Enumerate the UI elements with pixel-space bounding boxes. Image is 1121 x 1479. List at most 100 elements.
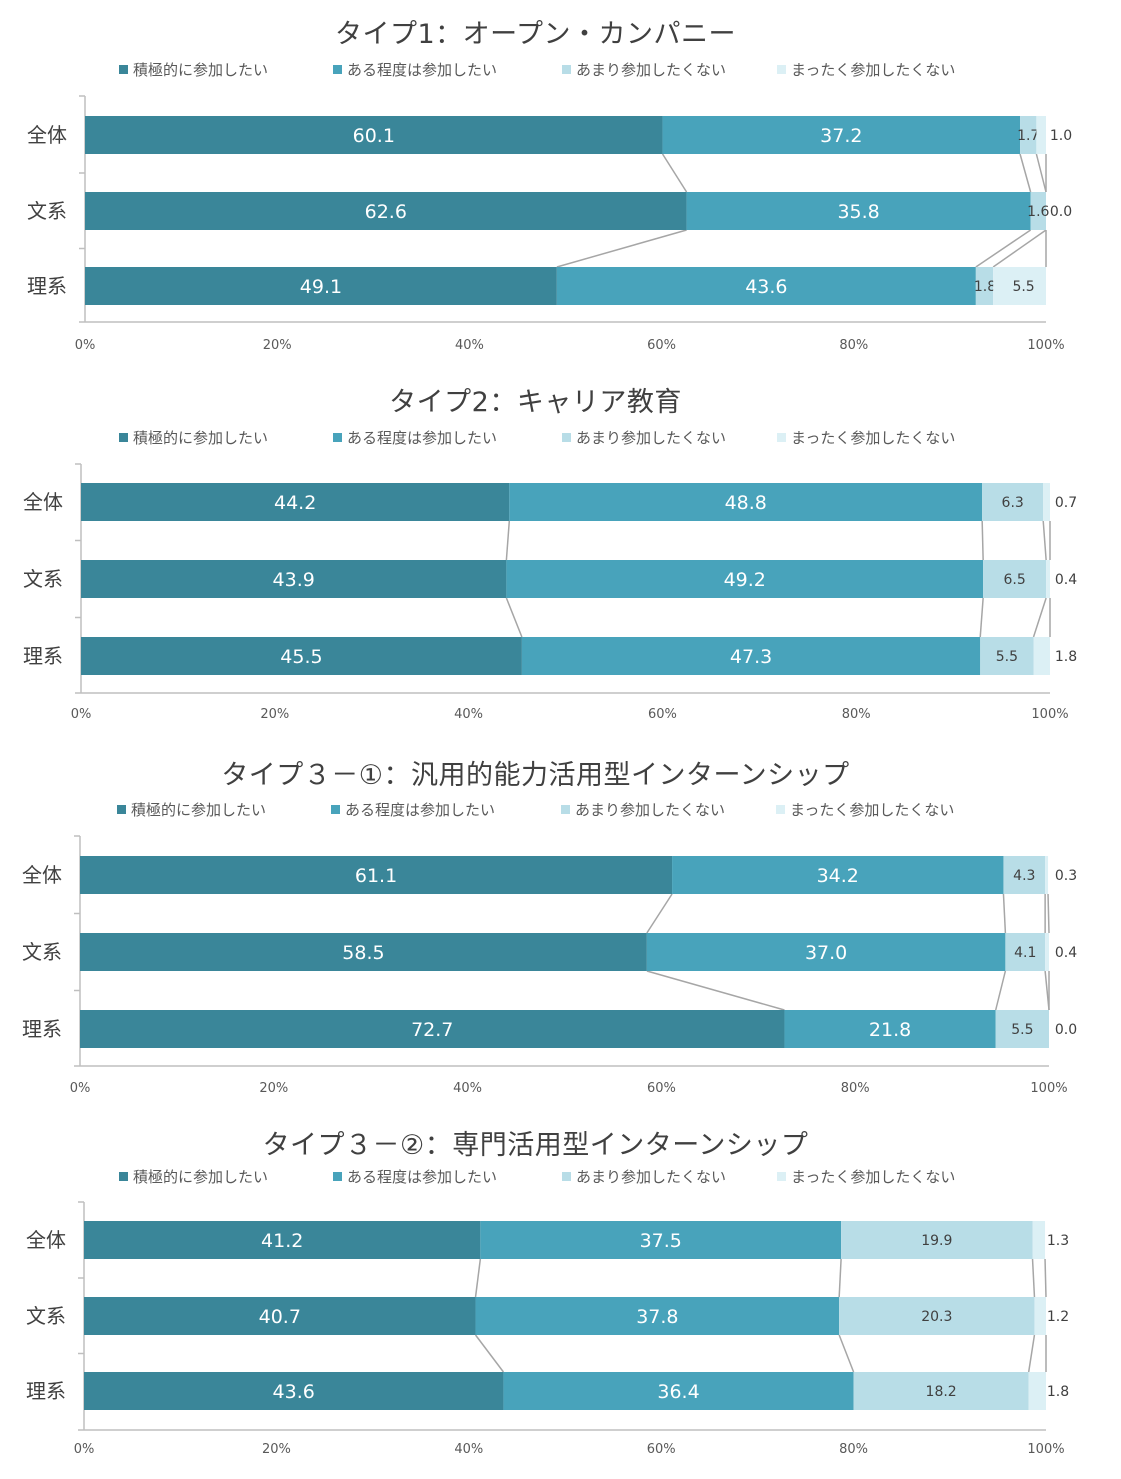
legend-label: 積極的に参加したい [133, 1168, 269, 1186]
bar-segment [85, 267, 557, 305]
data-label: 6.3 [1002, 495, 1024, 511]
chart-type3-1: タイプ３－①：汎用的能力活用型インターンシップ 積極的に参加したい ある程度は参… [0, 736, 1121, 1108]
legend-label: あまり参加したくない [576, 429, 727, 447]
legend-label: あまり参加したくない [576, 61, 727, 79]
legend-item: あまり参加したくない [562, 59, 726, 80]
bar-segment [995, 1010, 1049, 1048]
legend-label: 積極的に参加したい [133, 61, 269, 79]
legend-label: まったく参加したくない [791, 1168, 956, 1186]
legend-swatch [331, 805, 340, 814]
category-label: 理系 [26, 1379, 66, 1403]
x-tick-label: 80% [841, 1081, 870, 1096]
data-label: 58.5 [342, 942, 384, 964]
data-label: 37.5 [640, 1230, 682, 1252]
data-label: 62.6 [365, 201, 407, 223]
category-label: 文系 [22, 940, 62, 964]
legend-item: 積極的に参加したい [119, 1166, 268, 1187]
x-tick-label: 0% [75, 338, 96, 353]
legend-item: あまり参加したくない [562, 427, 726, 448]
legend-swatch [777, 1172, 786, 1181]
series-connector-line [838, 1258, 842, 1298]
legend-label: まったく参加したくない [791, 429, 956, 447]
legend-label: あまり参加したくない [575, 801, 726, 819]
data-label: 21.8 [869, 1019, 911, 1041]
bar-segment [1034, 1297, 1046, 1335]
data-label: 1.8 [1047, 1384, 1069, 1400]
legend-label: ある程度は参加したい [347, 61, 498, 79]
x-tick-label: 100% [1030, 1081, 1067, 1096]
bar-segment [81, 483, 510, 521]
legend-swatch [776, 805, 785, 814]
chart-title: タイプ３－②：専門活用型インターンシップ [262, 1130, 809, 1161]
legend-item: あまり参加したくない [562, 1166, 726, 1187]
data-label: 47.3 [730, 646, 772, 668]
data-label: 35.8 [837, 201, 879, 223]
category-label: 理系 [23, 644, 63, 668]
data-label: 36.4 [657, 1381, 699, 1403]
x-tick-label: 20% [259, 1081, 288, 1096]
bar-segment [980, 637, 1034, 675]
bar-segment [1005, 933, 1046, 971]
bar-segment [509, 483, 983, 521]
category-label: 全体 [27, 123, 67, 147]
data-label: 5.5 [1012, 279, 1034, 295]
series-connector-line [1044, 1258, 1047, 1298]
x-tick-label: 20% [263, 338, 292, 353]
data-label: 1.0 [1050, 128, 1072, 144]
bar-segment [853, 1372, 1029, 1410]
series-connector-line [474, 1258, 482, 1298]
bar-segment [1028, 1372, 1046, 1410]
data-label: 1.6 [1027, 204, 1049, 220]
data-label: 49.2 [724, 569, 766, 591]
legend-swatch [117, 805, 126, 814]
series-connector-line [1032, 597, 1047, 638]
bar-segment [1045, 856, 1049, 894]
bar-segment [975, 267, 994, 305]
bar-segment [784, 1010, 996, 1048]
x-tick-label: 0% [71, 707, 92, 722]
data-label: 40.7 [259, 1306, 301, 1328]
legend-label: ある程度は参加したい [345, 801, 496, 819]
legend-item: 積極的に参加したい [117, 799, 266, 820]
x-tick-label: 20% [262, 1442, 291, 1457]
legend-item: まったく参加したくない [777, 427, 955, 448]
data-label: 0.3 [1055, 868, 1077, 884]
chart-type2: タイプ2：キャリア教育 積極的に参加したい ある程度は参加したい あまり参加した… [0, 368, 1121, 736]
bar-segment [480, 1221, 842, 1259]
series-connector-line [661, 153, 688, 193]
data-label: 0.0 [1050, 204, 1072, 220]
legend-label: 積極的に参加したい [131, 801, 267, 819]
bar-segment [84, 1297, 476, 1335]
legend-item: まったく参加したくない [776, 799, 954, 820]
chart-title: タイプ３－①：汎用的能力活用型インターンシップ [221, 760, 850, 791]
bar-segment [85, 116, 663, 154]
bar-segment [475, 1297, 840, 1335]
x-tick-label: 40% [454, 1442, 483, 1457]
data-label: 43.6 [745, 276, 787, 298]
bar-segment [521, 637, 981, 675]
legend-swatch [777, 433, 786, 442]
data-label: 49.1 [300, 276, 342, 298]
bar-segment [556, 267, 976, 305]
bar-segment [841, 1221, 1033, 1259]
bar-segment [503, 1372, 854, 1410]
category-label: 全体 [22, 863, 62, 887]
bar-segment [506, 560, 984, 598]
data-label: 45.5 [280, 646, 322, 668]
bar-segment [80, 1010, 785, 1048]
data-label: 1.2 [1047, 1309, 1069, 1325]
data-label: 48.8 [725, 492, 767, 514]
bar-segment [1032, 1221, 1046, 1259]
bar-segment [1036, 116, 1046, 154]
data-label: 20.3 [921, 1309, 952, 1325]
chart-legend: 積極的に参加したい ある程度は参加したい あまり参加したくない まったく参加した… [0, 799, 1121, 821]
category-label: 文系 [27, 199, 67, 223]
x-tick-label: 0% [70, 1081, 91, 1096]
data-label: 60.1 [353, 125, 395, 147]
series-connector-line [1027, 1334, 1036, 1373]
legend-swatch [333, 65, 342, 74]
category-label: 全体 [23, 490, 63, 514]
x-tick-label: 60% [647, 1081, 676, 1096]
legend-item: ある程度は参加したい [333, 1166, 497, 1187]
legend-swatch [562, 433, 571, 442]
